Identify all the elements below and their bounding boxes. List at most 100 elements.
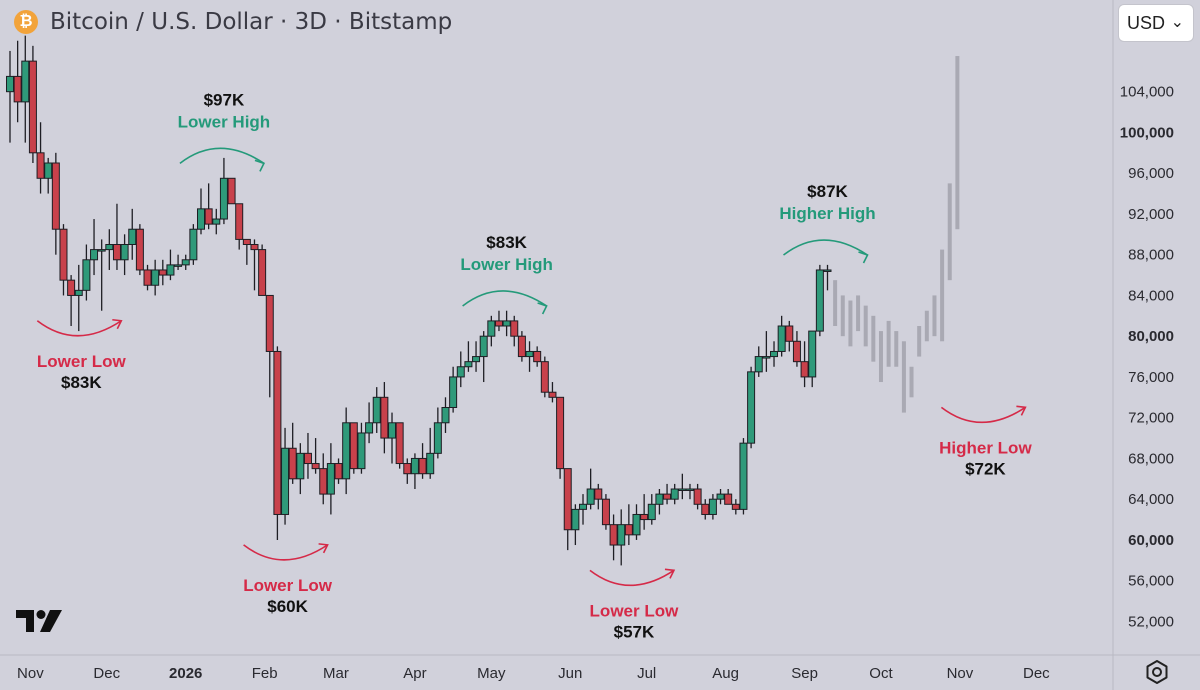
candle [143, 264, 152, 291]
annotation-arrow-curve [940, 406, 1026, 424]
candle [433, 407, 442, 459]
candle [44, 157, 53, 194]
candle [517, 331, 526, 362]
candle-body [28, 60, 37, 154]
price-axis-tick-label: 64,000 [1128, 491, 1174, 508]
bitcoin-logo-icon: ₿ [14, 10, 38, 34]
candle-body [624, 524, 633, 536]
candle-body [800, 361, 809, 378]
candle [135, 224, 144, 276]
candle-body [808, 330, 817, 378]
candle [472, 341, 481, 372]
candle-body [311, 463, 320, 470]
candle-body [479, 335, 488, 358]
candle-body [67, 279, 76, 296]
candle [579, 494, 588, 525]
projection-bar [848, 300, 853, 347]
candle [90, 219, 99, 276]
candle-body [227, 177, 236, 205]
tradingview-logo-icon[interactable] [14, 607, 66, 635]
time-axis-tick-label: Jul [637, 665, 656, 682]
candle-body [655, 493, 664, 505]
candle [800, 341, 809, 388]
time-axis-tick-label: Feb [252, 665, 278, 682]
projection-bar [932, 295, 937, 337]
candle [494, 310, 503, 332]
candle-body [701, 503, 710, 515]
price-axis-tick-label: 60,000 [1128, 532, 1174, 549]
candle [739, 438, 748, 515]
chevron-down-icon: ⌄ [1170, 14, 1184, 31]
candle [380, 382, 389, 454]
currency-selector[interactable]: USD ⌄ [1118, 4, 1194, 42]
annotation-label: Lower Low [37, 352, 127, 371]
annotation-price: $57K [614, 622, 655, 641]
candle-body [143, 269, 152, 286]
projection-bar [947, 183, 952, 281]
candle [724, 489, 733, 505]
candle [747, 366, 756, 449]
candle [189, 224, 198, 265]
candle [59, 224, 68, 296]
candle [418, 443, 427, 479]
annotation-label: Higher Low [939, 438, 1032, 457]
time-axis[interactable]: Nov Dec 2026 Feb Mar Apr May Jun Jul Aug Sep Oct Nov… [17, 665, 1050, 682]
candle-body [670, 488, 679, 500]
candle-body [601, 498, 610, 526]
chart-title: Bitcoin / U.S. Dollar · 3D · Bitstamp [50, 9, 453, 35]
candle [326, 443, 335, 515]
candle [105, 229, 114, 270]
candle-body [51, 162, 60, 230]
annotation-arrow-head [664, 568, 676, 579]
annotation-label: Lower High [178, 112, 271, 131]
candle [533, 346, 542, 367]
price-axis-tick-label: 80,000 [1128, 328, 1174, 345]
annotation-arrow-head [1016, 405, 1027, 416]
candle [403, 458, 412, 484]
candle-body [342, 422, 351, 480]
candle [227, 177, 236, 205]
candle [708, 494, 717, 520]
candle [242, 238, 251, 265]
candle [36, 122, 45, 194]
candle [250, 239, 259, 291]
candle-body [128, 228, 137, 245]
candle [13, 40, 22, 123]
candle-body [609, 524, 618, 546]
annotation: Lower Low $60K [243, 543, 333, 616]
candle-body [242, 238, 251, 245]
candle-body [487, 320, 496, 337]
candle-body [449, 376, 458, 408]
annotation-price: $83K [61, 373, 102, 392]
candle-body [410, 457, 419, 475]
candle-body [426, 452, 435, 475]
annotation-arrow-head [318, 543, 329, 554]
price-axis[interactable]: 52,000 56,000 60,000 64,000 68,000 72,000 76,0… [1120, 84, 1174, 631]
candle [21, 35, 30, 143]
candle [815, 264, 824, 337]
candle [632, 504, 641, 540]
candle [563, 468, 572, 551]
annotation: Higher High $87K [779, 182, 876, 264]
candle-body [640, 513, 649, 521]
candle-body [112, 244, 121, 261]
candle [51, 152, 60, 255]
candle [281, 427, 290, 525]
projection-bar [840, 295, 845, 337]
candle-body [319, 468, 328, 495]
time-axis-tick-label: Nov [947, 665, 974, 682]
settings-gear-icon[interactable] [1144, 659, 1170, 685]
annotation-layer: Lower Low $83K Lower High $97K Lower Low $60K… [36, 90, 1032, 641]
candle [6, 50, 14, 143]
candle [296, 443, 305, 495]
price-axis-tick-label: 104,000 [1120, 84, 1174, 101]
candle-body [90, 249, 99, 261]
candle-body [433, 422, 442, 454]
candle-body [365, 422, 374, 434]
annotation-price: $60K [267, 597, 308, 616]
candle-body [777, 325, 786, 352]
candle [372, 387, 381, 433]
candle-body [158, 269, 167, 276]
candle-body [678, 488, 687, 491]
